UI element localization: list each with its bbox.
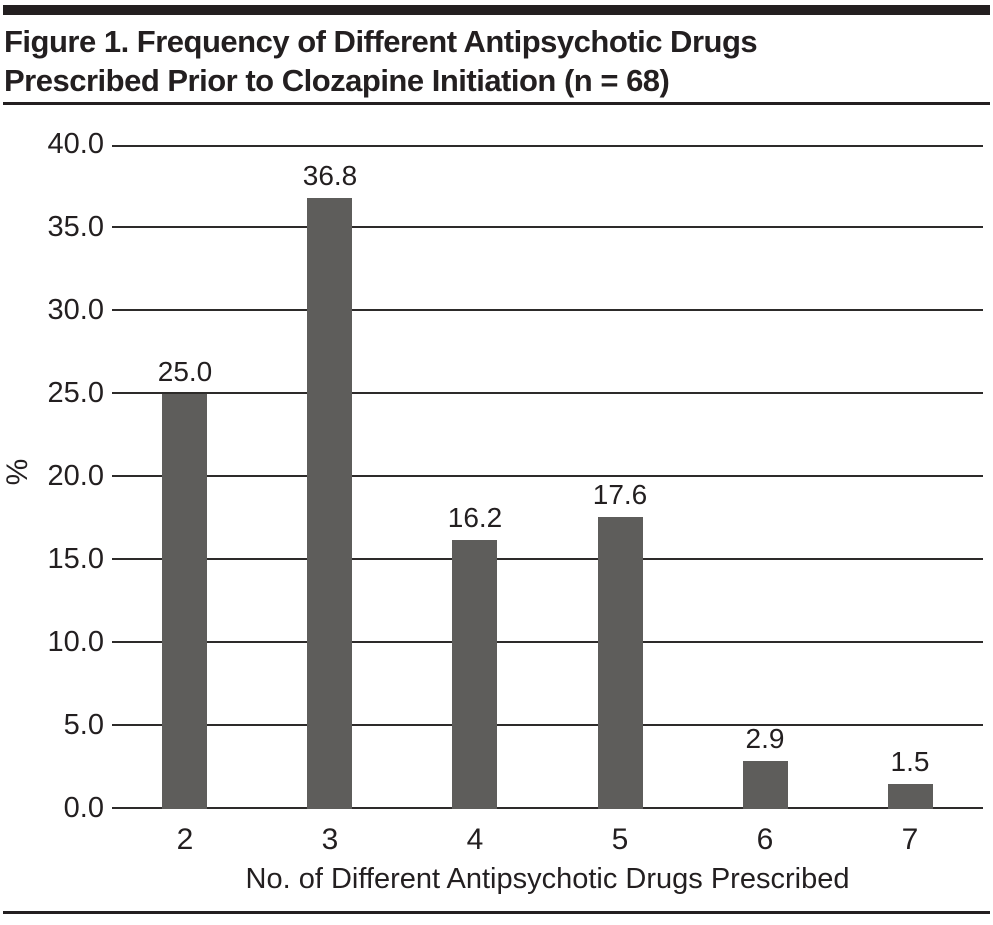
x-tick-label: 7: [901, 823, 919, 856]
y-tick-label: 35.0: [47, 211, 104, 243]
plot-area: 25.0 36.8 16.2 17.6 2.9 1.5: [112, 145, 983, 809]
bar-5: [598, 517, 643, 809]
bar-2: [162, 394, 207, 809]
gridline: [112, 724, 983, 726]
gridline: [112, 309, 983, 311]
y-tick-label: 30.0: [47, 294, 104, 326]
y-tick-label: 5.0: [63, 709, 104, 741]
bar-value-label: 17.6: [592, 479, 648, 510]
x-tick-label: 5: [611, 823, 629, 856]
bar-7: [888, 784, 933, 809]
gridline: [112, 475, 983, 477]
gridline: [112, 558, 983, 560]
y-tick-label: 15.0: [47, 543, 104, 575]
bar-value-label: 1.5: [890, 746, 930, 777]
bar-value-label: 2.9: [745, 723, 785, 754]
x-tick-label: 6: [756, 823, 774, 856]
x-tick-label: 2: [176, 823, 194, 856]
bar-value-label: 16.2: [447, 502, 503, 533]
bar-3: [307, 198, 352, 809]
bottom-rule: [3, 911, 990, 914]
bar-chart: % 25.0 36.8 16.2 17.6 2.9 1.5 No. of Differen…: [0, 128, 993, 895]
y-tick-label: 25.0: [47, 377, 104, 409]
title-divider-rule: [3, 102, 990, 105]
top-rule: [3, 5, 990, 15]
y-tick-label: 40.0: [47, 128, 104, 160]
x-tick-label: 3: [321, 823, 339, 856]
bar-4: [452, 540, 497, 809]
gridline: [112, 641, 983, 643]
gridline: [112, 226, 983, 228]
gridline: [112, 392, 983, 394]
x-axis-title: No. of Different Antipsychotic Drugs Pre…: [245, 863, 850, 895]
gridline: [112, 807, 983, 809]
figure-title: Figure 1. Frequency of Different Antipsy…: [4, 24, 758, 98]
bar-value-label: 36.8: [302, 160, 358, 191]
bar-6: [743, 761, 788, 809]
bar-value-label: 25.0: [157, 356, 213, 387]
x-tick-label: 4: [466, 823, 484, 856]
y-tick-label: 20.0: [47, 460, 104, 492]
y-tick-label: 10.0: [47, 626, 104, 658]
gridline: [112, 145, 983, 147]
y-tick-label: 0.0: [63, 792, 104, 824]
